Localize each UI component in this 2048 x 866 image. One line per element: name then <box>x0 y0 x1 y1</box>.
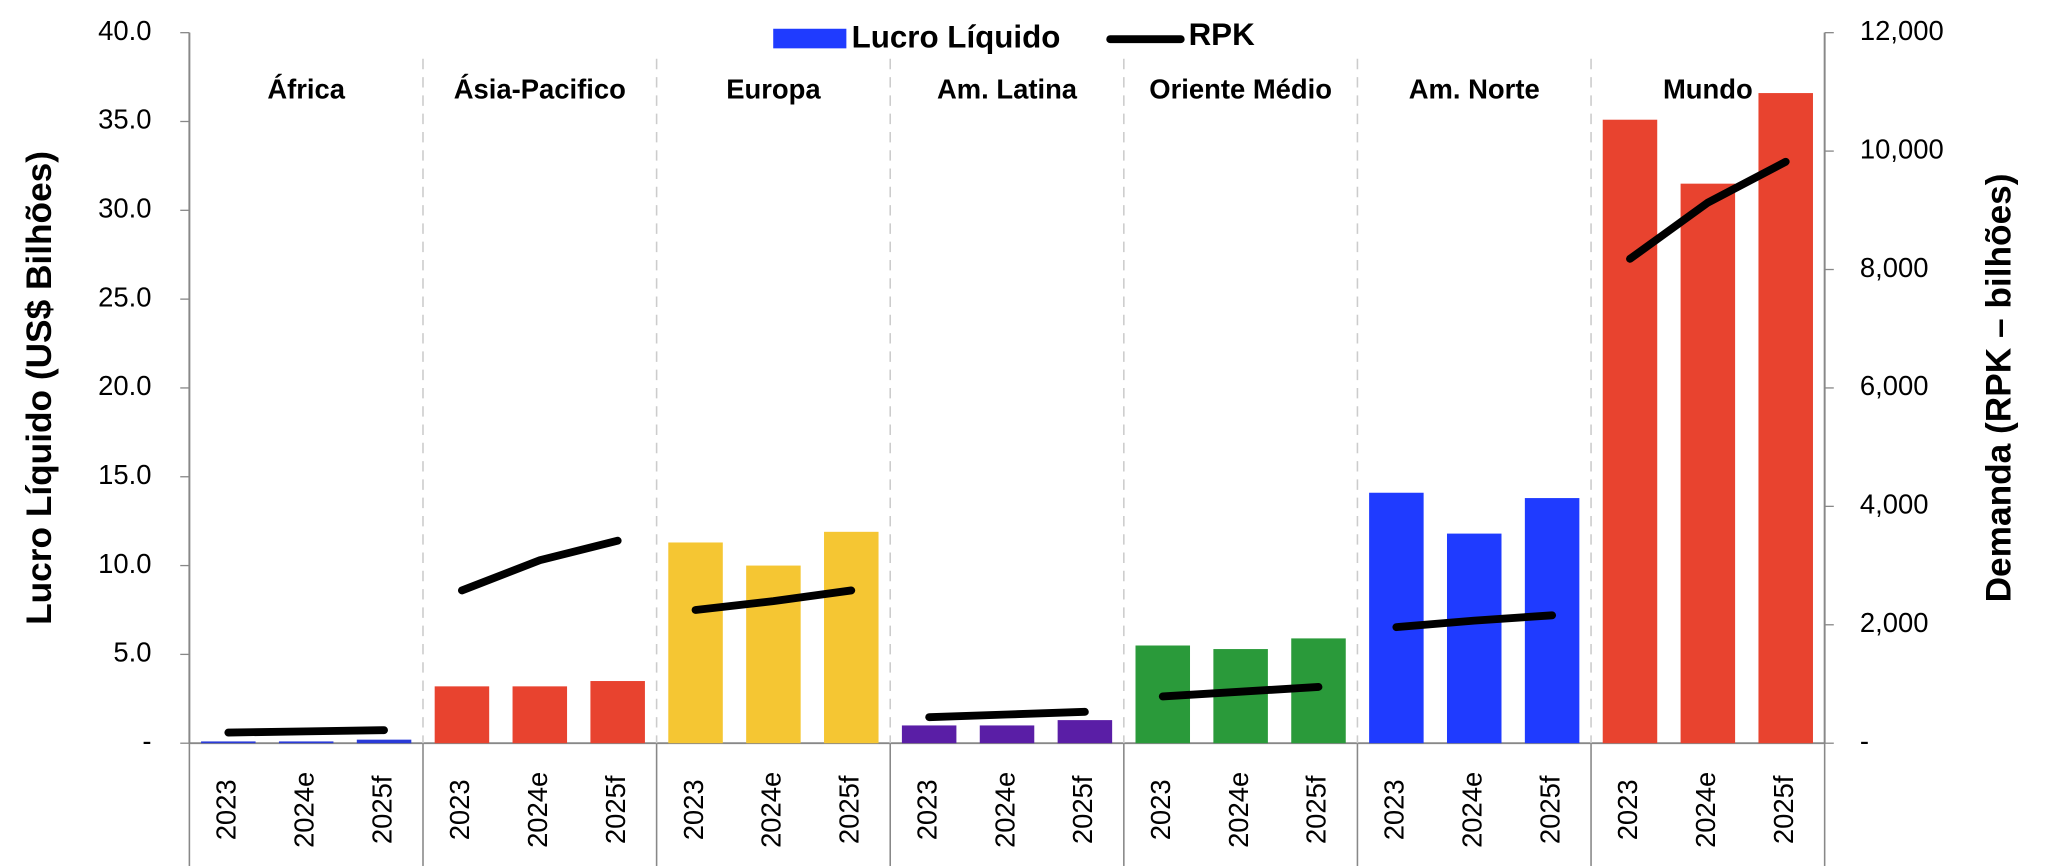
legend-swatch <box>773 28 847 49</box>
x-tick-label: 2024e <box>989 772 1020 848</box>
bar <box>668 542 723 744</box>
x-tick-label: 2024e <box>1223 772 1254 848</box>
x-tick-label: 2025f <box>834 775 865 844</box>
y-tick-label: 30.0 <box>98 193 151 224</box>
y2-tick-label: 2,000 <box>1860 607 1929 638</box>
y2-tick-label: 10,000 <box>1860 133 1944 164</box>
x-tick-label: 2025f <box>1534 775 1565 844</box>
bar <box>1057 720 1113 744</box>
y-axis-title: Lucro Líquido (US$ Bilhões) <box>20 151 59 625</box>
y-tick-label: 25.0 <box>98 281 151 312</box>
rpk-line <box>224 726 388 737</box>
x-tick-label: 2023 <box>211 779 242 840</box>
group-label: Mundo <box>1663 74 1753 105</box>
rpk-line <box>458 536 622 595</box>
x-tick-label: 2023 <box>911 779 942 840</box>
bar <box>1758 93 1813 744</box>
y-tick-label: 15.0 <box>98 459 151 490</box>
bar <box>434 686 490 744</box>
group-label: Am. Latina <box>937 74 1078 105</box>
x-tick-label: 2023 <box>1145 779 1176 840</box>
y-tick-label: - <box>142 725 151 756</box>
group-label: Oriente Médio <box>1149 74 1332 105</box>
legend-label: RPK <box>1189 17 1256 52</box>
bar <box>278 741 334 744</box>
bar <box>1524 498 1580 744</box>
bar <box>824 531 879 744</box>
x-tick-label: 2023 <box>444 779 475 840</box>
bar <box>201 741 256 744</box>
y-tick-label: 5.0 <box>113 637 151 668</box>
x-tick-label: 2023 <box>678 779 709 840</box>
bar <box>512 686 568 744</box>
x-tick-label: 2025f <box>1301 775 1332 844</box>
y2-tick-label: - <box>1860 725 1869 756</box>
y-tick-label: 20.0 <box>98 370 151 401</box>
y2-tick-label: 12,000 <box>1860 15 1944 46</box>
rpk-line <box>1158 683 1323 701</box>
bar <box>1369 492 1424 744</box>
y-tick-label: 10.0 <box>98 548 151 579</box>
x-tick-label: 2025f <box>1768 775 1799 844</box>
y2-tick-label: 8,000 <box>1860 252 1929 283</box>
bar <box>590 681 645 744</box>
x-tick-label: 2023 <box>1612 779 1643 840</box>
y-tick-label: 40.0 <box>98 15 151 46</box>
x-tick-label: 2025f <box>600 775 631 844</box>
group-label: África <box>267 74 345 105</box>
rpk-line <box>1392 611 1557 632</box>
bar <box>979 725 1035 744</box>
bar <box>746 565 801 744</box>
bar <box>1446 533 1502 744</box>
y2-axis-title: Demanda (RPK – bilhões) <box>1979 173 2018 602</box>
y2-tick-label: 6,000 <box>1860 370 1929 401</box>
x-tick-label: 2024e <box>756 772 787 848</box>
group-label: Europa <box>726 74 821 105</box>
x-tick-label: 2024e <box>1690 772 1721 848</box>
x-tick-label: 2024e <box>522 772 553 848</box>
legend-label: Lucro Líquido <box>852 19 1061 54</box>
rpk-line <box>1626 157 1790 263</box>
x-tick-label: 2025f <box>366 775 397 844</box>
bar <box>901 725 957 744</box>
x-tick-label: 2024e <box>1456 772 1487 848</box>
y2-tick-label: 4,000 <box>1860 489 1929 520</box>
bar <box>1680 183 1736 744</box>
x-tick-label: 2023 <box>1379 779 1410 840</box>
group-label: Am. Norte <box>1409 74 1540 105</box>
bar <box>356 739 412 744</box>
x-tick-label: 2024e <box>288 772 319 848</box>
y-tick-label: 35.0 <box>98 104 151 135</box>
group-label: Ásia-Pacifico <box>454 74 626 105</box>
rpk-line <box>691 586 856 614</box>
x-tick-label: 2025f <box>1067 775 1098 844</box>
bar <box>1602 119 1658 744</box>
rpk-line <box>925 707 1089 722</box>
